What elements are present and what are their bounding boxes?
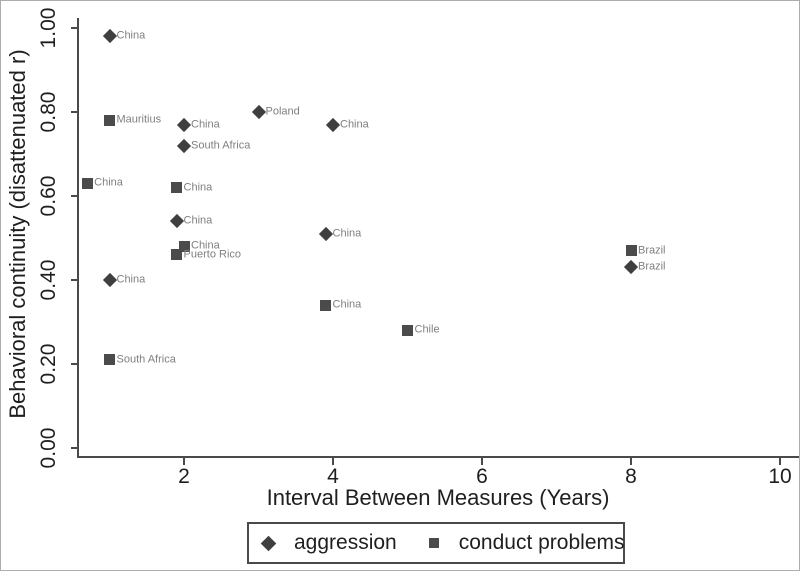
point-label-china: China: [191, 118, 220, 131]
point-label-china: China: [332, 227, 362, 240]
y-tick-label: 1.00: [37, 7, 60, 49]
x-axis-tick: [481, 458, 483, 465]
point-label-china: China: [116, 273, 146, 286]
x-tick-label: 10: [768, 465, 792, 488]
x-tick-label: 4: [327, 465, 339, 488]
square-marker-icon: [428, 538, 439, 548]
x-axis-tick: [630, 458, 632, 465]
x-axis-line: [77, 456, 799, 458]
square-point-china: [320, 299, 332, 311]
square-point-china: [178, 240, 190, 252]
x-axis-tick: [183, 458, 185, 465]
x-tick-label: 6: [476, 465, 488, 488]
y-axis-tick: [71, 110, 78, 113]
diamond-point-china: [318, 226, 333, 241]
diamond-point-china: [102, 272, 117, 288]
y-axis-title: Behavioral continuity (disattenuated r): [5, 49, 30, 419]
diamond-point-china: [325, 117, 341, 132]
legend-label: aggression: [294, 531, 397, 554]
chart-legend: aggression conduct problems: [247, 522, 625, 564]
point-label-china: China: [116, 29, 146, 42]
point-label-brazil: Brazil: [638, 260, 666, 273]
point-label-chile: Chile: [414, 323, 440, 336]
y-axis-tick: [71, 26, 78, 29]
diamond-point-china: [176, 117, 192, 132]
y-axis-tick: [71, 195, 78, 197]
point-label-puerto-rico: Puerto Rico: [183, 248, 242, 261]
diamond-point-china: [102, 29, 117, 44]
diamond-point-brazil: [623, 260, 639, 275]
x-tick-label: 8: [625, 465, 637, 488]
y-axis-tick: [71, 279, 78, 281]
x-axis-title: Interval Between Measures (Years): [266, 485, 610, 510]
point-label-china: China: [191, 239, 220, 252]
diamond-marker-icon: [260, 535, 277, 551]
y-tick-label: 0.80: [37, 91, 60, 133]
x-axis-tick: [779, 458, 781, 465]
square-point-brazil: [625, 245, 637, 257]
x-axis-tick: [332, 458, 334, 465]
y-axis-line: [77, 18, 79, 458]
y-axis-tick: [71, 447, 78, 449]
point-label-mauritius: Mauritius: [116, 113, 162, 126]
square-point-chile: [402, 324, 413, 336]
legend-item-aggression: aggression: [260, 531, 397, 555]
point-label-china: China: [183, 214, 213, 227]
y-axis-tick: [71, 363, 78, 365]
y-tick-label: 0.60: [37, 175, 60, 217]
legend-item-conduct-problems: conduct problems: [428, 531, 625, 555]
point-label-china: China: [94, 176, 123, 189]
y-tick-label: 0.20: [37, 343, 60, 385]
point-label-china: China: [340, 118, 369, 131]
diamond-point-china: [169, 214, 184, 229]
diamond-point-south-africa: [176, 138, 192, 153]
legend-label: conduct problems: [458, 531, 625, 554]
square-point-south-africa: [104, 354, 115, 366]
square-point-mauritius: [104, 114, 115, 126]
y-tick-label: 0.00: [37, 427, 60, 469]
x-tick-label: 2: [178, 465, 190, 488]
point-label-china: China: [183, 181, 213, 194]
point-label-brazil: Brazil: [638, 244, 666, 257]
diamond-point-poland: [251, 104, 266, 120]
square-point-china: [171, 182, 183, 194]
point-label-poland: Poland: [265, 105, 300, 118]
point-label-south-africa: South Africa: [116, 353, 176, 366]
point-label-china: China: [332, 298, 362, 311]
square-point-china: [81, 177, 93, 189]
y-tick-label: 0.40: [37, 259, 60, 301]
square-point-puerto-rico: [171, 249, 183, 261]
point-label-south-africa: South Africa: [191, 139, 251, 152]
